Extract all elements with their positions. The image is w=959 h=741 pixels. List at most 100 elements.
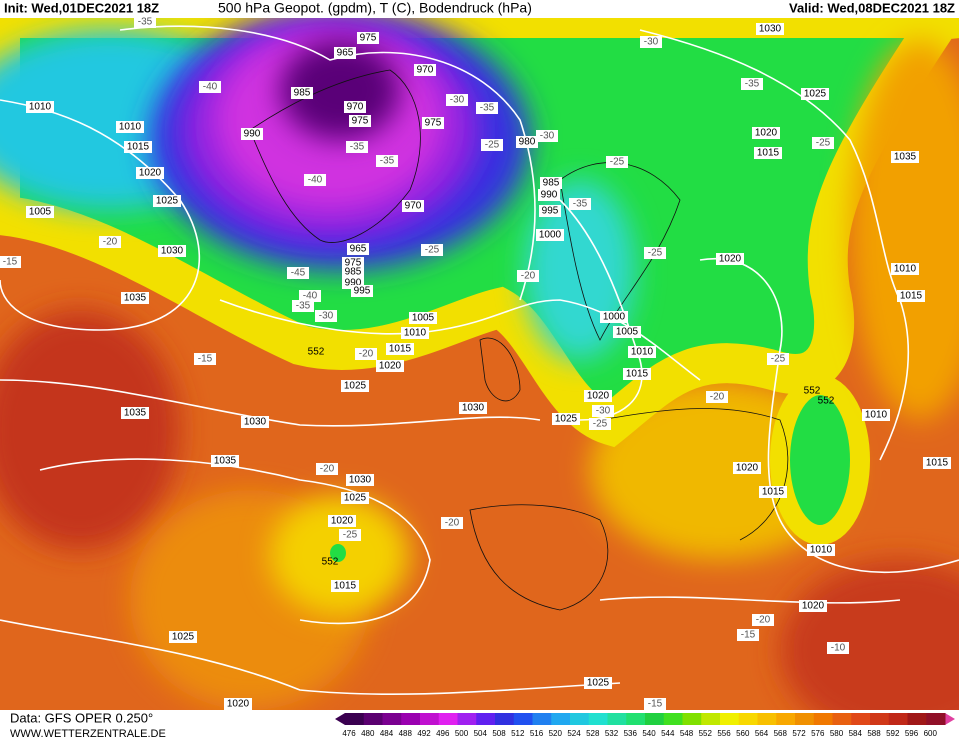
isobar-label: 985 — [543, 178, 560, 189]
scale-swatch — [532, 713, 552, 725]
isobar-label: 1010 — [119, 122, 142, 133]
isobar-label: 970 — [405, 201, 422, 212]
isobar-label-box — [376, 360, 404, 372]
temperature-label-box — [441, 517, 463, 529]
scale-label: 516 — [530, 729, 544, 738]
scale-label: 588 — [867, 729, 881, 738]
map-labels: 1010101010151020102510051030103598599096… — [0, 16, 951, 710]
temperature-label-box — [0, 256, 21, 268]
temperature-label-box — [287, 267, 309, 279]
isobar-label: 1030 — [462, 403, 485, 414]
temperature-label-box — [299, 290, 321, 302]
isobar-label: 985 — [294, 88, 311, 99]
isobar-label: 1020 — [227, 699, 250, 710]
isobar-label: 1000 — [539, 230, 562, 241]
isobar-label-box — [153, 195, 181, 207]
isobar-label: 1035 — [124, 293, 147, 304]
isobar-label-box — [584, 390, 612, 402]
scale-label: 520 — [549, 729, 563, 738]
temperature-label-box — [99, 236, 121, 248]
isobar-label: 1020 — [139, 168, 162, 179]
isobar-label: 1015 — [757, 148, 780, 159]
scale-swatch — [907, 713, 927, 725]
isobar-label-box — [334, 47, 356, 59]
isobar-label: 1010 — [631, 347, 654, 358]
isobar-label: 1025 — [344, 493, 367, 504]
scale-label: 544 — [661, 729, 675, 738]
isobar-label: 1025 — [804, 89, 827, 100]
isobar-label-box — [538, 189, 560, 201]
isobar-label-box — [759, 486, 787, 498]
isobar-label-box — [628, 346, 656, 358]
isobar-label: 985 — [345, 267, 362, 278]
temperature-label: -35 — [350, 142, 365, 153]
scale-label: 508 — [492, 729, 506, 738]
isobar-label: 1020 — [587, 391, 610, 402]
scale-swatch — [645, 713, 665, 725]
isobar-label: 1035 — [894, 152, 917, 163]
temperature-label: -20 — [103, 237, 118, 248]
scale-label: 592 — [886, 729, 900, 738]
isobar-label-box — [401, 327, 429, 339]
isobar-label: 970 — [417, 65, 434, 76]
isobar-label-box — [799, 600, 827, 612]
isobar-label-box — [891, 151, 919, 163]
isobar-label: 1025 — [344, 381, 367, 392]
scale-swatch — [457, 713, 477, 725]
temperature-label: -20 — [320, 464, 335, 475]
isobar-label: 1015 — [900, 291, 923, 302]
scale-label: 596 — [905, 729, 919, 738]
isobar-label: 1005 — [412, 313, 435, 324]
isobar-label: 1030 — [244, 417, 267, 428]
scale-swatch — [607, 713, 627, 725]
isobar-label-box — [351, 285, 373, 297]
temperature-label: -35 — [480, 103, 495, 114]
temperature-label: -35 — [138, 17, 153, 28]
temperature-label-box — [737, 629, 759, 641]
isobar-label-box — [600, 311, 628, 323]
isobar-label-box — [158, 245, 186, 257]
isobar-label-box — [613, 326, 641, 338]
isobar-label-box — [716, 253, 744, 265]
scale-swatch — [551, 713, 571, 725]
isobar-label-box — [331, 580, 359, 592]
isobar-label: 1025 — [156, 196, 179, 207]
isobar-label: 1010 — [29, 102, 52, 113]
isobar-label: 990 — [541, 190, 558, 201]
temperature-label: -40 — [308, 175, 323, 186]
temperature-label-box — [827, 642, 849, 654]
scale-label: 584 — [849, 729, 863, 738]
scale-label: 480 — [361, 729, 375, 738]
scale-arrow-right — [945, 713, 955, 725]
scale-swatch — [776, 713, 796, 725]
temperature-label-box — [640, 36, 662, 48]
temperature-label-box — [536, 130, 558, 142]
isobar-label: 995 — [542, 206, 559, 217]
scale-label: 568 — [774, 729, 788, 738]
scale-label: 552 — [699, 729, 713, 738]
isobar-label-box — [752, 127, 780, 139]
temperature-label: -15 — [3, 257, 18, 268]
isobar-label-box — [169, 631, 197, 643]
geopotential-label: 552 — [308, 347, 325, 358]
isobar-label: 1005 — [29, 207, 52, 218]
isobar-label-box — [422, 117, 444, 129]
isobar-label-box — [291, 87, 313, 99]
scale-label: 536 — [624, 729, 638, 738]
temperature-label: -30 — [596, 406, 611, 417]
scale-swatch — [757, 713, 777, 725]
temperature-label-box — [752, 614, 774, 626]
scale-swatch — [870, 713, 890, 725]
isobar-label-box — [536, 229, 564, 241]
temperature-label: -30 — [540, 131, 555, 142]
scale-swatch — [795, 713, 815, 725]
geopotential-label: 552 — [818, 396, 835, 407]
temperature-label-box — [376, 155, 398, 167]
scale-swatch — [420, 713, 440, 725]
color-scale: 476 480 484 488 492 496 500 504 508 512 516 520 524 5… — [335, 713, 955, 738]
temperature-label: -25 — [485, 140, 500, 151]
scale-swatch — [401, 713, 421, 725]
temperature-label: -20 — [756, 615, 771, 626]
isobar-label-box — [414, 64, 436, 76]
isobar-label-box — [341, 492, 369, 504]
